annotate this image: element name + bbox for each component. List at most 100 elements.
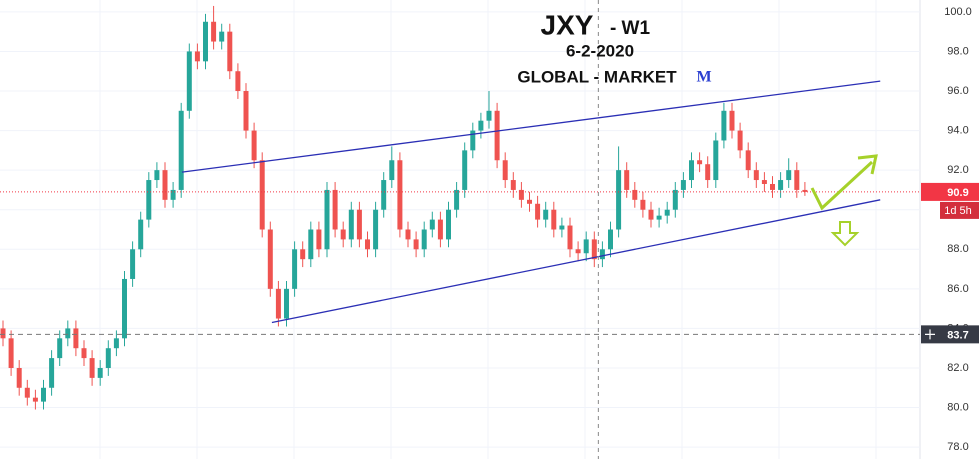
candle-body	[632, 189, 638, 200]
candle-body	[113, 338, 119, 349]
candle-body	[697, 160, 703, 165]
price-label: 90.9	[947, 187, 968, 199]
candle-body	[713, 140, 719, 181]
date: 6-2-2020	[566, 41, 634, 60]
candle-body	[194, 51, 200, 62]
candle-body	[786, 170, 792, 181]
candle-body	[486, 110, 492, 121]
candle-body	[527, 199, 532, 204]
green-arrows	[810, 154, 878, 247]
timeframe: - W1	[610, 18, 651, 39]
countdown-box	[940, 201, 979, 219]
plot	[0, 0, 920, 459]
candle-body	[672, 189, 678, 210]
candle-body	[178, 110, 184, 190]
candle-body	[203, 21, 208, 62]
candle-body	[267, 229, 273, 289]
candle-body	[689, 160, 694, 181]
candle-body	[437, 219, 443, 240]
candle-body	[97, 367, 103, 378]
candle-body	[235, 71, 241, 92]
candle-body	[591, 239, 597, 260]
candle-body	[73, 328, 79, 349]
countdown: 1d 5h	[944, 205, 972, 217]
candle-body	[356, 209, 362, 240]
y-tick-label: 98.0	[947, 45, 968, 57]
chart-title: JXY	[541, 9, 594, 40]
candle-body	[599, 249, 605, 260]
price-label-box-left	[921, 182, 940, 201]
y-tick-label: 96.0	[947, 85, 968, 97]
candle-body	[381, 180, 387, 210]
candle-body	[275, 288, 281, 319]
candle-body	[737, 130, 743, 151]
title-box	[490, 0, 722, 96]
candle-body	[397, 160, 403, 230]
candle-body	[259, 160, 265, 230]
candle-body	[559, 225, 565, 230]
candle-body	[365, 239, 370, 250]
candle-body	[446, 209, 451, 240]
candle-body	[300, 249, 306, 260]
candle-body	[292, 249, 298, 289]
candle-body	[680, 180, 686, 190]
candle-body	[575, 249, 581, 254]
crosshair-plus	[925, 329, 935, 340]
candle-body	[332, 189, 338, 230]
candle-body	[146, 180, 152, 220]
candle-body	[770, 183, 775, 190]
candle-body	[284, 288, 289, 319]
candle-body	[32, 397, 38, 402]
y-tick-label: 100.0	[944, 6, 972, 18]
y-tick-label: 88.0	[947, 243, 968, 255]
candle-body	[413, 239, 419, 250]
candle-body	[340, 229, 346, 240]
down-arrow	[830, 221, 860, 247]
candle-body	[478, 120, 484, 131]
trendline	[271, 199, 881, 324]
candle-body	[648, 209, 654, 220]
candle-body	[162, 170, 168, 200]
candle-body	[138, 219, 144, 250]
candle-body	[65, 328, 71, 339]
y-tick-label: 82.0	[947, 362, 968, 374]
candle-body	[324, 189, 330, 250]
price-label: 83.7	[947, 329, 968, 341]
candle-body	[186, 51, 192, 111]
brand: GLOBAL - MARKET	[517, 67, 677, 86]
candle-body	[567, 225, 573, 250]
candle-body	[89, 358, 95, 378]
axis: 78.080.082.084.086.088.090.092.094.096.0…	[921, 6, 979, 453]
price-label-box	[940, 325, 979, 344]
candle-body	[753, 170, 759, 181]
candle-body	[518, 189, 524, 200]
candle-body	[429, 219, 435, 230]
candle-body	[616, 170, 622, 230]
candle-body	[49, 358, 55, 388]
up-arrow	[810, 160, 874, 211]
candle-body	[543, 209, 549, 220]
candle-body	[656, 215, 662, 220]
candle-body	[170, 189, 176, 200]
candle-body	[535, 203, 541, 220]
candle-body	[227, 31, 233, 72]
grid	[0, 0, 920, 459]
candle-body	[502, 160, 508, 181]
candle-body	[122, 278, 127, 339]
y-tick-label: 92.0	[947, 164, 968, 176]
y-tick-label: 86.0	[947, 283, 968, 295]
y-tick-label: 80.0	[947, 401, 968, 413]
y-tick-label: 94.0	[947, 124, 968, 136]
candle-body	[373, 209, 379, 250]
candle-body	[219, 31, 225, 42]
candle-body	[24, 387, 30, 398]
candle-body	[802, 189, 808, 192]
candle-body	[105, 348, 111, 368]
candle-body	[405, 229, 411, 240]
candle-body	[583, 239, 589, 254]
candle-body	[705, 164, 711, 181]
candle-body	[721, 110, 727, 141]
candle-body	[389, 160, 395, 181]
candle-body	[130, 249, 136, 279]
candle-body	[316, 229, 322, 250]
